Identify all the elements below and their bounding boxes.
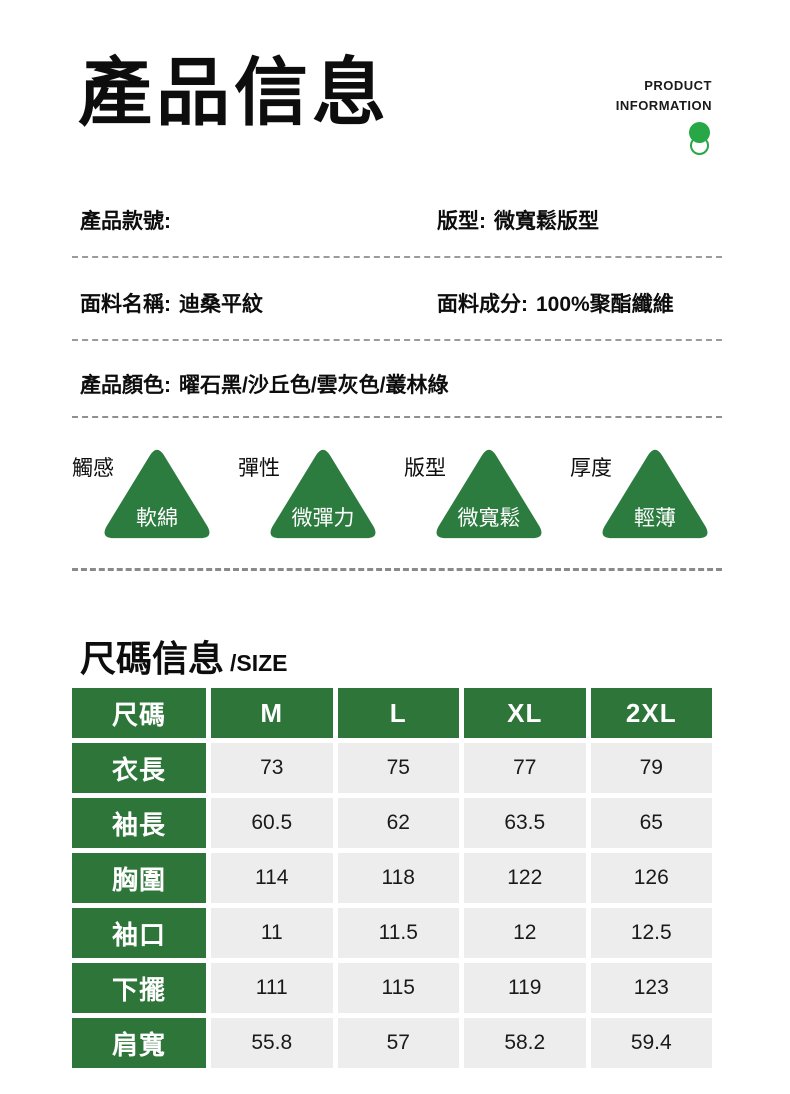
fabric-name-pair: 面料名稱: 迪桑平紋	[80, 293, 263, 316]
row-label-cell: 袖口	[72, 908, 206, 958]
page-subtitle: PRODUCT INFORMATION	[616, 76, 712, 116]
table-cell: 114	[211, 853, 333, 903]
green-dot-icon	[689, 122, 710, 143]
table-cell: 60.5	[211, 798, 333, 848]
subtitle-line-1: PRODUCT	[644, 78, 712, 93]
separator-line	[72, 339, 722, 341]
fabric-name-label: 面料名稱:	[80, 293, 171, 316]
table-cell: 12	[464, 908, 586, 958]
row-label-cell: 胸圍	[72, 853, 206, 903]
table-cell: 11	[211, 908, 333, 958]
table-cell: 119	[464, 963, 586, 1013]
product-color-value: 曜石黑/沙丘色/雲灰色/叢林綠	[179, 374, 449, 397]
table-cell: 118	[337, 853, 459, 903]
feature-badge-thickness: 厚度 輕薄	[570, 444, 722, 544]
table-cell: 59.4	[590, 1018, 712, 1068]
triangle-icon	[270, 449, 376, 539]
table-cell: 63.5	[464, 798, 586, 848]
table-cell: 77	[464, 743, 586, 793]
table-header-cell: XL	[464, 688, 586, 738]
fit-value: 微寬鬆版型	[494, 210, 599, 233]
info-row-color: 產品顏色: 曜石黑/沙丘色/雲灰色/叢林綠	[80, 369, 720, 399]
style-number-pair: 產品款號:	[80, 210, 179, 233]
row-label-cell: 袖長	[72, 798, 206, 848]
product-color-pair: 產品顏色: 曜石黑/沙丘色/雲灰色/叢林綠	[80, 374, 449, 397]
style-number-label: 產品款號:	[80, 210, 171, 233]
feature-value: 微彈力	[291, 507, 355, 530]
table-cell: 79	[590, 743, 712, 793]
fit-label: 版型:	[437, 210, 486, 233]
feature-badge-elasticity: 彈性 微彈力	[238, 444, 390, 544]
info-row-fabric: 面料名稱: 迪桑平紋 面料成分: 100%聚酯纖維	[80, 288, 720, 318]
table-header-cell: L	[337, 688, 459, 738]
feature-label: 彈性	[238, 457, 280, 480]
feature-badges: 觸感 軟綿 彈性 微彈力 版型 微寬鬆 厚度 輕薄	[72, 444, 722, 544]
subtitle-line-2: INFORMATION	[615, 98, 712, 114]
row-label-cell: 下擺	[72, 963, 206, 1013]
separator-line	[72, 568, 722, 571]
table-header-cell: 尺碼	[72, 688, 206, 738]
separator-line	[72, 416, 722, 418]
table-cell: 65	[590, 798, 712, 848]
table-cell: 55.8	[211, 1018, 333, 1068]
feature-value: 軟綿	[136, 507, 178, 530]
feature-label: 版型	[404, 457, 446, 480]
table-cell: 111	[211, 963, 333, 1013]
feature-badge-fit: 版型 微寬鬆	[404, 444, 556, 544]
table-cell: 58.2	[464, 1018, 586, 1068]
table-cell: 57	[337, 1018, 459, 1068]
row-label-cell: 衣長	[72, 743, 206, 793]
separator-line	[72, 256, 722, 258]
feature-label: 觸感	[72, 457, 114, 480]
size-title-suffix: /SIZE	[230, 650, 288, 676]
size-section-title: 尺碼信息/SIZE	[80, 630, 288, 682]
triangle-icon	[602, 449, 708, 539]
feature-label: 厚度	[570, 457, 612, 480]
row-label-cell: 肩寬	[72, 1018, 206, 1068]
triangle-icon	[104, 449, 210, 539]
product-color-label: 產品顏色:	[80, 374, 171, 397]
triangle-icon	[436, 449, 542, 539]
table-header-cell: M	[211, 688, 333, 738]
table-cell: 12.5	[590, 908, 712, 958]
fabric-content-pair: 面料成分: 100%聚酯纖維	[437, 288, 674, 318]
table-cell: 122	[464, 853, 586, 903]
table-cell: 62	[337, 798, 459, 848]
feature-badge-touch: 觸感 軟綿	[72, 444, 224, 544]
size-title-text: 尺碼信息	[80, 638, 225, 679]
table-header-cell: 2XL	[590, 688, 712, 738]
table-cell: 75	[337, 743, 459, 793]
brand-dot-icon	[688, 122, 712, 158]
fabric-content-value: 100%聚酯纖維	[536, 293, 674, 316]
fabric-name-value: 迪桑平紋	[179, 293, 263, 316]
table-cell: 73	[211, 743, 333, 793]
fabric-content-label: 面料成分:	[437, 293, 528, 316]
feature-value: 微寬鬆	[457, 507, 521, 530]
table-cell: 115	[337, 963, 459, 1013]
table-cell: 11.5	[337, 908, 459, 958]
table-cell: 123	[590, 963, 712, 1013]
info-row-style: 產品款號: 版型: 微寬鬆版型	[80, 205, 720, 235]
feature-value: 輕薄	[634, 507, 676, 530]
fit-pair: 版型: 微寬鬆版型	[437, 205, 599, 235]
page-title: 產品信息	[78, 51, 390, 134]
size-table: 尺碼 M L XL 2XL 衣長 73 75 77 79 袖長 60.5 62 …	[72, 688, 712, 1068]
table-cell: 126	[590, 853, 712, 903]
